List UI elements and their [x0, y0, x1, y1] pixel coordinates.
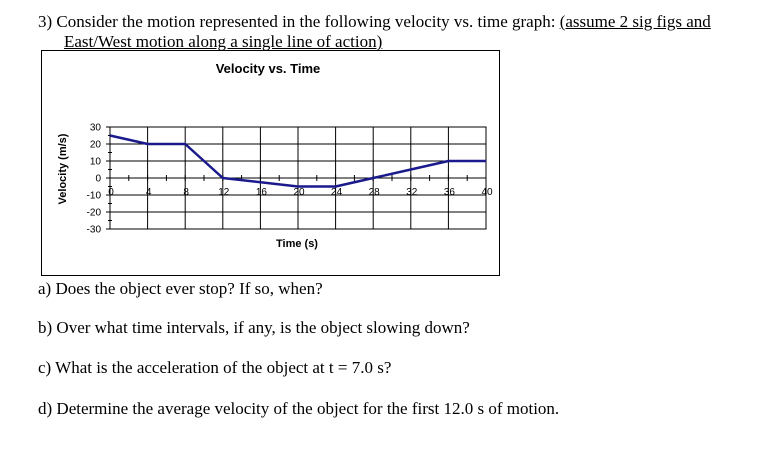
- x-axis-label: Time (s): [276, 238, 318, 250]
- problem-intro-underlined: (assume 2 sig figs and: [559, 12, 711, 31]
- x-tick-label: 16: [256, 187, 268, 198]
- x-tick-label: 0: [108, 187, 114, 198]
- y-tick-label: 10: [90, 157, 102, 168]
- y-tick-label: -10: [87, 191, 102, 202]
- x-tick-label: 12: [218, 187, 230, 198]
- y-tick-label: -30: [87, 225, 102, 236]
- x-tick-label: 8: [183, 187, 189, 198]
- chart-title: Velocity vs. Time: [216, 61, 321, 76]
- y-tick-label: 20: [90, 140, 102, 151]
- x-tick-label: 32: [406, 187, 418, 198]
- problem-intro: 3) Consider the motion represented in th…: [38, 12, 711, 32]
- problem-intro-lead: 3) Consider the motion represented in th…: [38, 12, 560, 31]
- y-axis-label: Velocity (m/s): [57, 133, 69, 204]
- y-tick-label: 0: [95, 174, 101, 185]
- x-tick-label: 36: [444, 187, 456, 198]
- axes: [106, 126, 487, 230]
- x-tick-label: 4: [146, 187, 152, 198]
- problem-intro-line2-underlined: East/West motion: [64, 32, 184, 51]
- tick-labels: 30 20 10 0 -10 -20 -30 0 4 8 12 16 20 24 28 32 36 40: [87, 123, 493, 236]
- series-layer: [109, 134, 487, 188]
- x-tick-label: 24: [331, 187, 343, 198]
- question-d: d) Determine the average velocity of the…: [38, 399, 560, 418]
- x-tick-label: 20: [293, 187, 305, 198]
- series-line: [109, 134, 486, 188]
- problem-intro-continued: East/West motion along a single line of …: [64, 32, 382, 52]
- question-b: b) Over what time intervals, if any, is …: [38, 318, 470, 337]
- chart-frame: Velocity vs. Time Time (s) Velocity (m/s…: [41, 50, 500, 276]
- problem-intro-line2-rest: along a single line of action): [183, 32, 383, 51]
- y-tick-label: -20: [87, 208, 102, 219]
- x-tick-label: 28: [369, 187, 381, 198]
- question-a: a) Does the object ever stop? If so, whe…: [38, 279, 323, 298]
- x-tick-label: 40: [481, 187, 493, 198]
- velocity-time-chart: Velocity vs. Time Time (s) Velocity (m/s…: [57, 61, 493, 250]
- y-tick-label: 30: [90, 123, 102, 134]
- question-c: c) What is the acceleration of the objec…: [38, 358, 392, 377]
